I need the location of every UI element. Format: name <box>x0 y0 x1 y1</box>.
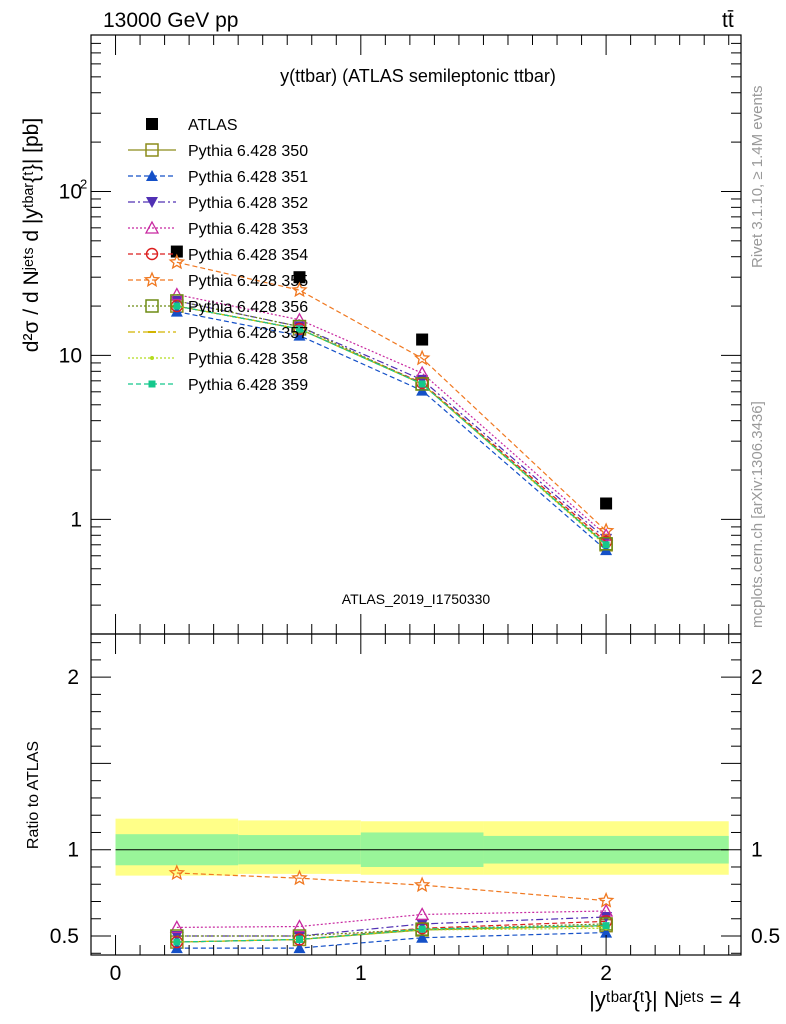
legend-marker-2 <box>146 170 158 181</box>
legend-label-4: Pythia 6.428 353 <box>188 221 308 238</box>
ratio-line-6 <box>176 923 607 937</box>
y-tick-label-exp: 2 <box>80 176 87 191</box>
process-label: tt̄ <box>722 9 734 32</box>
series-line-7 <box>176 300 607 545</box>
y-tick-label: 10 <box>59 180 82 203</box>
series-line-6 <box>176 261 607 532</box>
ratio-y-tick-label-right: 1 <box>751 839 763 862</box>
data-point-0-0 <box>170 245 183 258</box>
series-line-5 <box>176 305 607 543</box>
mcplots-label: mcplots.cern.ch [arXiv:1306.3436] <box>749 401 766 628</box>
ratio-point-3-2 <box>415 907 430 921</box>
data-point-0-2 <box>416 333 429 346</box>
legend-label-6: Pythia 6.428 355 <box>188 273 308 290</box>
energy-label: 13000 GeV pp <box>103 9 238 32</box>
x-tick-label: 0 <box>110 962 122 985</box>
series-line-4 <box>176 293 607 536</box>
ratio-point-2-2 <box>416 918 429 930</box>
ratio-y-tick-label-right: 2 <box>751 666 763 689</box>
y-tick-label: 10 <box>59 344 82 367</box>
y-tick-label: 1 <box>70 508 82 531</box>
ratio-point-5-1 <box>291 869 308 886</box>
ratio-point-1-2 <box>416 931 429 943</box>
legend-label-2: Pythia 6.428 351 <box>188 169 308 186</box>
data-point-10-2 <box>418 380 426 388</box>
data-point-4-0 <box>169 287 184 301</box>
data-point-10-3 <box>602 541 610 549</box>
legend-marker-7 <box>145 299 159 313</box>
ratio-y-tick-label-right: 0.5 <box>751 925 780 948</box>
legend-label-7: Pythia 6.428 356 <box>188 299 308 316</box>
data-point-10-1 <box>295 325 303 333</box>
legend-label-1: Pythia 6.428 350 <box>188 143 308 160</box>
legend-marker-6 <box>143 271 161 288</box>
data-point-7-2 <box>415 377 429 391</box>
ratio-point-3-1 <box>292 919 307 933</box>
ratio-point-1-1 <box>293 942 306 954</box>
series-line-9 <box>176 305 607 547</box>
plot-title: y(ttbar) (ATLAS semileptonic ttbar) <box>280 66 556 86</box>
ratio-point-9-0 <box>173 938 181 946</box>
ratio-line-0 <box>176 925 607 943</box>
legend-label-10: Pythia 6.428 359 <box>188 377 308 394</box>
series-line-2 <box>176 311 607 551</box>
legend-marker-1 <box>145 143 159 157</box>
watermark: ATLAS_2019_I1750330 <box>342 591 491 607</box>
data-point-4-3 <box>598 527 614 541</box>
data-point-0-3 <box>600 497 613 510</box>
ratio-point-9-1 <box>295 935 303 943</box>
x-axis-label: |yᵗᵇᵃʳ{ᵗ}| Nʲᵉᵗˢ = 4 <box>589 987 741 1012</box>
ratio-plot-frame <box>90 633 742 956</box>
ratio-point-5-2 <box>413 876 431 893</box>
legend-label-5: Pythia 6.428 354 <box>188 247 308 264</box>
data-point-7-3 <box>599 537 613 551</box>
ratio-y-tick-label: 0.5 <box>50 925 79 948</box>
x-tick-label: 2 <box>600 962 612 985</box>
ratio-point-9-2 <box>418 925 426 933</box>
legend-label-3: Pythia 6.428 352 <box>188 195 308 212</box>
ratio-line-9 <box>176 925 607 943</box>
legend-marker-4 <box>144 220 160 234</box>
legend-marker-3 <box>146 197 158 208</box>
ratio-y-tick-label: 2 <box>67 666 79 689</box>
ratio-point-5-3 <box>597 891 615 908</box>
ratio-y-tick-label: 1 <box>67 839 79 862</box>
ratio-point-1-3 <box>600 926 613 938</box>
ratio-point-9-3 <box>602 922 610 930</box>
ratio-y-axis-label: Ratio to ATLAS <box>25 741 42 849</box>
data-point-6-0 <box>168 253 186 270</box>
data-point-4-1 <box>292 312 307 326</box>
ratio-point-3-0 <box>169 920 184 934</box>
legend-label-0: ATLAS <box>188 117 238 134</box>
data-point-10-0 <box>173 302 181 310</box>
y-axis-label: d²σ / d Nʲᵉᵗˢ d |yᵗᵇᵃʳ{ᵗ}| [pb] <box>20 118 43 352</box>
ratio-point-5-0 <box>168 864 186 881</box>
legend-marker-0 <box>146 118 158 130</box>
series-line-3 <box>176 300 607 540</box>
data-point-6-1 <box>291 281 308 298</box>
legend-label-8: Pythia 6.428 357 <box>188 325 308 342</box>
ratio-line-3 <box>176 910 607 928</box>
legend-marker-5 <box>145 247 159 261</box>
rivet-label: Rivet 3.1.10, ≥ 1.4M events <box>749 86 766 269</box>
legend-marker-10 <box>148 380 156 388</box>
legend-label-9: Pythia 6.428 358 <box>188 351 308 368</box>
ratio-line-5 <box>176 872 607 902</box>
data-point-0-1 <box>293 271 306 284</box>
data-point-7-1 <box>292 319 307 334</box>
legend-marker-9 <box>150 356 154 360</box>
x-tick-label: 1 <box>355 962 367 985</box>
data-point-6-3 <box>597 522 615 538</box>
ratio-line-8 <box>176 927 607 943</box>
data-point-6-2 <box>413 349 431 366</box>
